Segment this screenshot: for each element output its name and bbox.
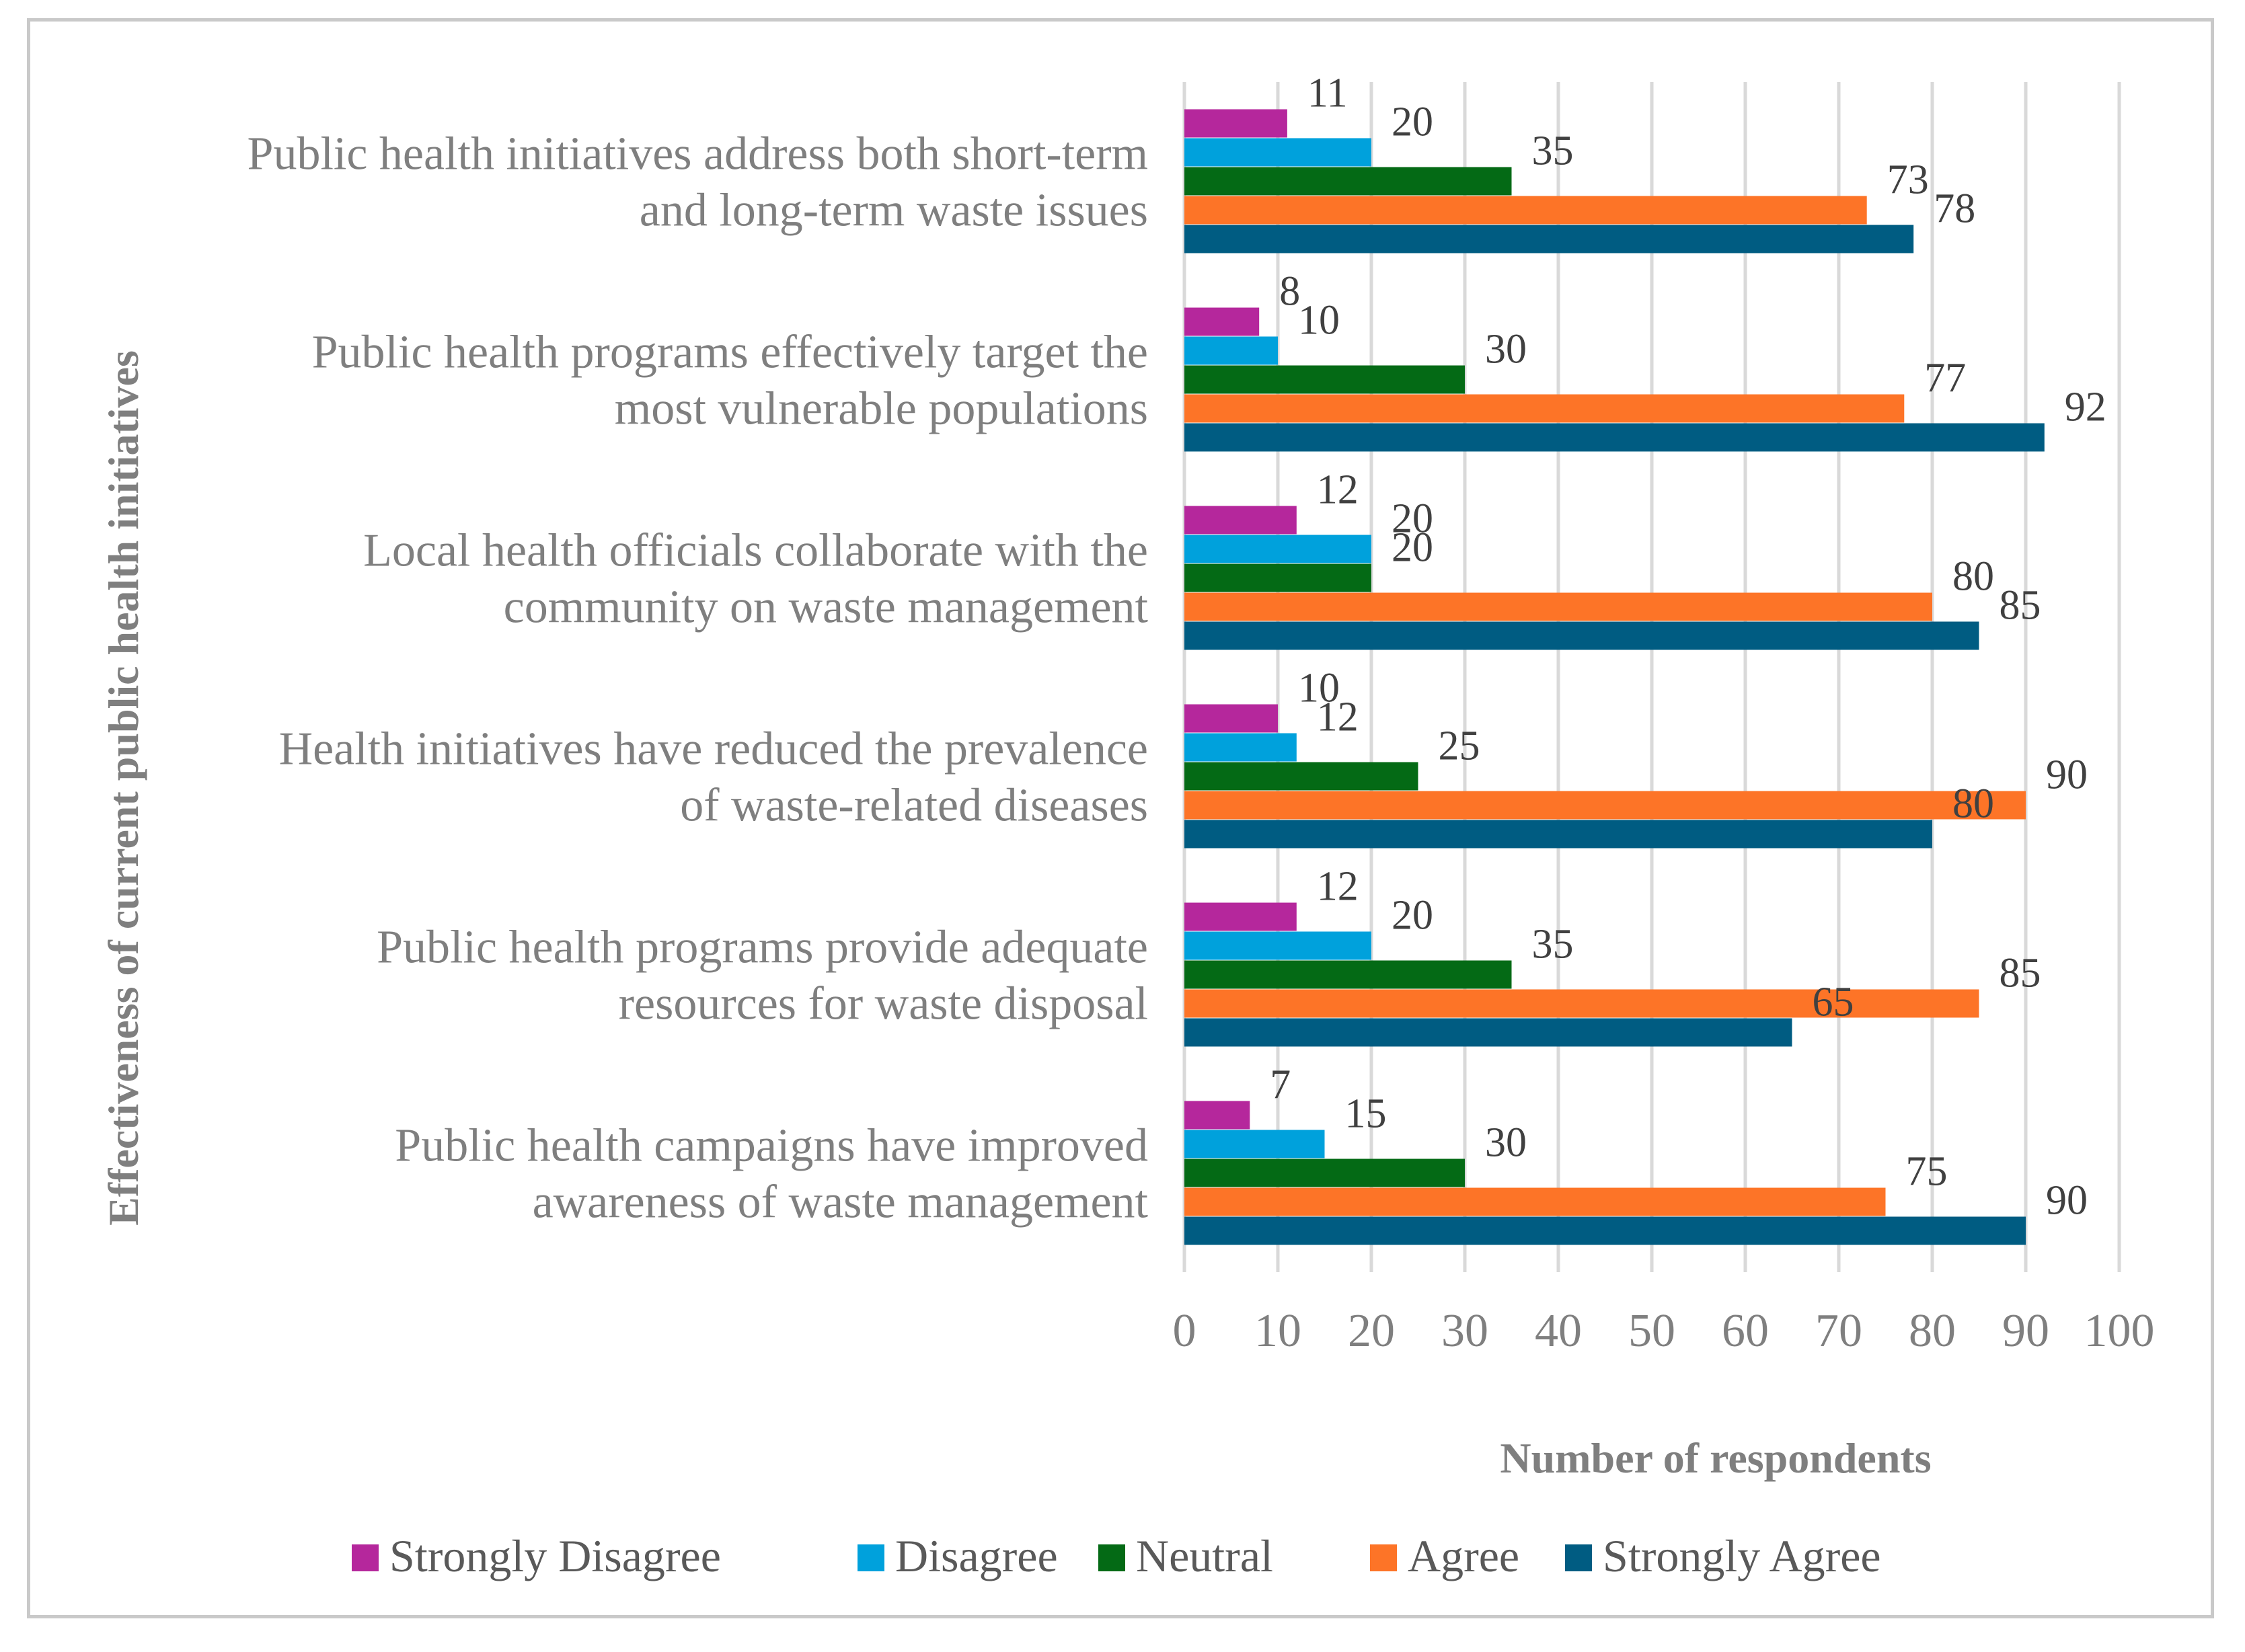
bar-strongly-agree <box>1184 1019 1792 1047</box>
legend: Strongly Disagree Disagree Neutral Agree Str… <box>352 1530 1881 1581</box>
legend-swatch <box>1370 1544 1397 1571</box>
data-label: 80 <box>1952 781 1994 827</box>
category-label: community on waste management <box>504 582 1149 633</box>
bar-disagree <box>1184 337 1278 365</box>
bar-disagree <box>1184 734 1297 762</box>
data-label: 80 <box>1952 554 1994 600</box>
category-label: Public health programs provide adequate <box>377 922 1148 974</box>
legend-swatch <box>1565 1544 1592 1571</box>
data-label: 8 <box>1279 269 1300 315</box>
x-axis-title: Number of respondents <box>1500 1434 1931 1482</box>
category-label: Health initiatives have reduced the prev… <box>279 723 1148 775</box>
data-label: 78 <box>1934 186 1975 232</box>
x-tick-label: 90 <box>2002 1305 2049 1357</box>
data-label: 85 <box>2000 583 2041 629</box>
category-label: awareness of waste management <box>533 1177 1149 1228</box>
bar-strongly-agree <box>1184 1217 2026 1245</box>
data-label: 12 <box>1317 695 1359 740</box>
data-label: 7 <box>1270 1062 1291 1108</box>
data-label: 35 <box>1532 922 1574 968</box>
x-tick-label: 30 <box>1441 1305 1488 1357</box>
legend-label: Disagree <box>895 1530 1058 1581</box>
bar-agree <box>1184 395 1904 423</box>
category-label: of waste-related diseases <box>680 780 1148 832</box>
category-label: resources for waste disposal <box>619 978 1148 1030</box>
data-label: 20 <box>1392 100 1433 145</box>
bar-agree <box>1184 990 1979 1018</box>
data-label: 12 <box>1317 864 1359 910</box>
x-tick-label: 10 <box>1254 1305 1301 1357</box>
data-label: 20 <box>1392 893 1433 939</box>
x-tick-label: 20 <box>1348 1305 1395 1357</box>
bar-strongly-disagree <box>1184 308 1259 336</box>
bar-strongly-agree <box>1184 225 1913 253</box>
bar-neutral <box>1184 366 1465 394</box>
bar-disagree <box>1184 139 1371 167</box>
data-label: 35 <box>1532 128 1574 174</box>
data-label: 85 <box>2000 951 2041 996</box>
bar-strongly-disagree <box>1184 1101 1250 1130</box>
bar-strongly-disagree <box>1184 506 1297 535</box>
bar-chart: 1120357378810307792122020808510122590801… <box>30 22 2217 1622</box>
bar-disagree <box>1184 932 1371 960</box>
bar-strongly-agree <box>1184 820 1932 849</box>
bar-agree <box>1184 791 2026 820</box>
bar-agree <box>1184 196 1867 225</box>
data-label: 75 <box>1906 1149 1948 1195</box>
data-label: 90 <box>2046 1178 2088 1224</box>
category-label: and long-term waste issues <box>640 185 1148 237</box>
legend-label: Neutral <box>1136 1530 1273 1581</box>
bar-strongly-disagree <box>1184 903 1297 931</box>
x-tick-label: 60 <box>1722 1305 1769 1357</box>
bar-strongly-agree <box>1184 424 2045 452</box>
bar-agree <box>1184 593 1932 621</box>
data-label: 77 <box>1924 356 1966 401</box>
legend-label: Agree <box>1408 1530 1519 1581</box>
bar-neutral <box>1184 167 1512 196</box>
category-label: Public health programs effectively targe… <box>312 327 1148 379</box>
data-label: 30 <box>1485 1120 1527 1166</box>
category-label: Public health initiatives address both s… <box>248 128 1148 180</box>
x-tick-label: 40 <box>1535 1305 1582 1357</box>
legend-swatch <box>858 1544 884 1571</box>
data-label: 11 <box>1307 71 1348 116</box>
bar-neutral <box>1184 564 1371 592</box>
x-tick-label: 0 <box>1173 1305 1196 1357</box>
legend-swatch <box>1098 1544 1125 1571</box>
category-label: Public health campaigns have improved <box>395 1120 1148 1172</box>
bar-strongly-agree <box>1184 622 1979 650</box>
chart-frame: 11 20 35 73 78 8 10 30 77 92 12 20 20 80 85 10 12 25 90 80 1… <box>27 18 2214 1618</box>
data-label: 30 <box>1485 327 1527 372</box>
category-labels: Public health initiatives address both s… <box>248 128 1149 1228</box>
data-label: 73 <box>1887 157 1929 203</box>
data-label: 92 <box>2065 385 2106 430</box>
legend-label: Strongly Disagree <box>389 1530 721 1581</box>
data-label: 20 <box>1392 525 1433 571</box>
bar-neutral <box>1184 961 1512 989</box>
x-axis-ticks: 0 10 20 30 40 50 60 70 80 90 100 <box>1173 1305 2155 1357</box>
x-tick-label: 100 <box>2084 1305 2155 1357</box>
legend-label: Strongly Agree <box>1603 1530 1881 1581</box>
bar-strongly-disagree <box>1184 705 1278 733</box>
bar-disagree <box>1184 1130 1325 1158</box>
data-label: 65 <box>1813 980 1854 1025</box>
y-axis-title: Effectiveness of current public health i… <box>100 350 147 1226</box>
x-tick-label: 70 <box>1815 1305 1862 1357</box>
data-label: 10 <box>1298 298 1340 344</box>
data-label: 90 <box>2046 752 2088 798</box>
bar-agree <box>1184 1188 1886 1216</box>
category-label: most vulnerable populations <box>615 383 1148 435</box>
bar-strongly-disagree <box>1184 110 1287 138</box>
bar-neutral <box>1184 1159 1465 1187</box>
x-tick-label: 50 <box>1628 1305 1675 1357</box>
data-label: 15 <box>1345 1091 1387 1137</box>
data-label: 12 <box>1317 467 1359 513</box>
category-label: Local health officials collaborate with … <box>363 525 1148 577</box>
data-label: 25 <box>1439 723 1480 769</box>
legend-swatch <box>352 1544 379 1571</box>
x-tick-label: 80 <box>1909 1305 1956 1357</box>
bar-neutral <box>1184 762 1418 791</box>
bar-disagree <box>1184 535 1371 563</box>
